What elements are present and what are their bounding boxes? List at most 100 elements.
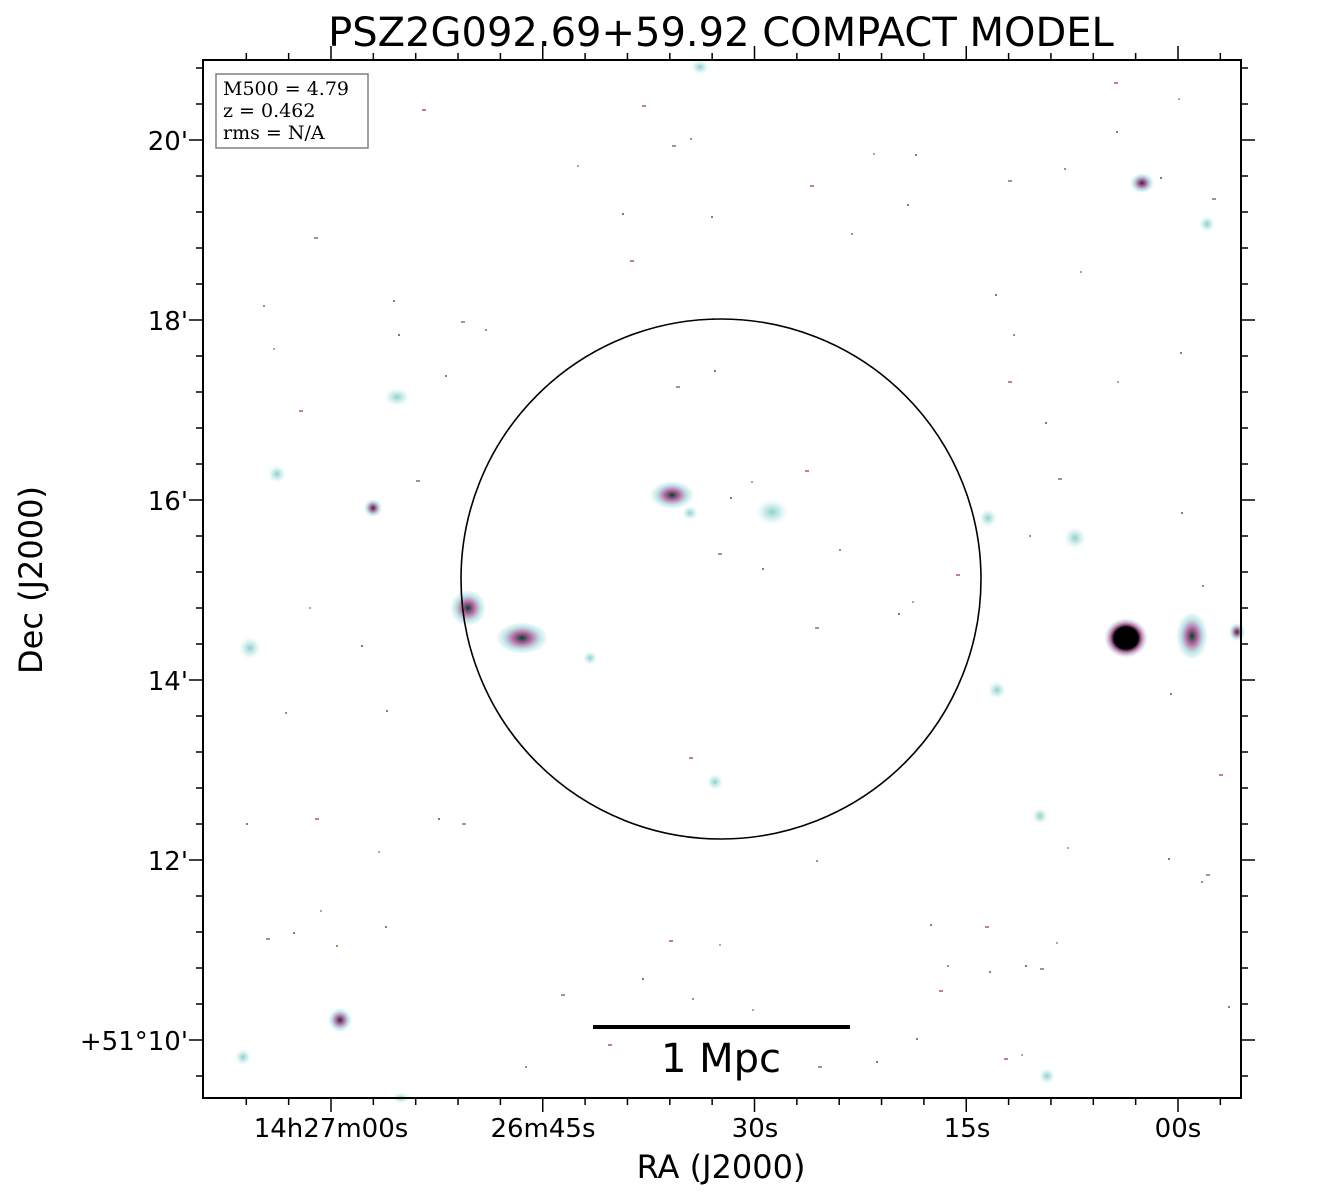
noise-pixel [263, 305, 265, 307]
faint-source [978, 508, 998, 528]
noise-pixel [525, 1066, 527, 1068]
noise-pixel [1004, 1058, 1008, 1060]
noise-pixel [1029, 535, 1031, 537]
image-panel: 1 Mpc M500 = 4.79 z = 0.462 rms = N/A [202, 59, 1245, 1104]
noise-pixel [818, 1066, 822, 1068]
faint-source [754, 498, 790, 526]
noise-pixel [393, 300, 395, 302]
noise-pixel [989, 971, 991, 973]
noise-pixel [293, 932, 295, 934]
noise-pixel [939, 990, 943, 992]
plot-frame [202, 59, 1242, 1099]
noise-pixel [718, 553, 722, 555]
noise-pixel [1080, 271, 1082, 273]
noise-pixel [485, 329, 487, 331]
noise-pixel [947, 965, 949, 967]
noise-pixel [669, 940, 673, 942]
noise-pixel [762, 568, 764, 570]
noise-pixel [810, 185, 814, 187]
faint-source [1038, 1067, 1056, 1085]
noise-pixel [561, 994, 565, 996]
sources-layer [234, 59, 1245, 1104]
noise-pixel [1040, 968, 1044, 970]
noise-pixel [719, 944, 721, 946]
noise-pixel [711, 216, 713, 218]
noise-pixel [378, 851, 380, 853]
noise-pixel [1064, 168, 1066, 170]
noise-pixel [336, 945, 338, 947]
noise-pixel [714, 370, 716, 372]
noise-pixel [1045, 422, 1047, 424]
faint-source [1198, 215, 1216, 233]
noise-pixel [361, 645, 363, 647]
noise-pixel [1170, 693, 1172, 695]
noise-pixel [577, 165, 579, 167]
r500-circle [460, 318, 982, 840]
y-tick-label: 18' [148, 307, 188, 337]
noise-pixel [1117, 381, 1119, 383]
noise-pixel [1056, 942, 1058, 944]
noise-pixel [314, 237, 318, 239]
noise-pixel [1013, 334, 1015, 336]
compact-source [496, 622, 548, 654]
noise-pixel [689, 757, 693, 759]
info-mass: M500 = 4.79 [223, 78, 349, 100]
noise-pixel [386, 710, 388, 712]
noise-pixel [1202, 585, 1204, 587]
noise-pixel [995, 294, 997, 296]
y-tick-label: 16' [148, 487, 188, 517]
noise-pixel [1201, 881, 1203, 883]
noise-pixel [873, 153, 875, 155]
noise-pixel [445, 375, 447, 377]
faint-source [681, 505, 699, 521]
noise-pixel [608, 1044, 612, 1046]
compact-source [1176, 612, 1208, 660]
noise-pixel [956, 574, 960, 576]
noise-pixel [1180, 352, 1182, 354]
noise-pixel [692, 998, 694, 1000]
noise-pixel [676, 386, 680, 388]
noise-pixel [285, 712, 287, 714]
noise-pixel [1219, 774, 1223, 776]
noise-pixel [851, 233, 853, 235]
compact-source [328, 1008, 352, 1032]
noise-pixels [246, 82, 1230, 1068]
noise-pixel [422, 109, 426, 111]
faint-source [690, 59, 710, 75]
faint-source [582, 650, 598, 666]
noise-pixel [642, 978, 644, 980]
faint-source [1063, 526, 1087, 550]
image-background [203, 60, 1241, 1098]
noise-pixel [1228, 1006, 1230, 1008]
noise-pixel [916, 1038, 918, 1040]
noise-pixel [815, 627, 819, 629]
noise-pixel [1021, 1054, 1023, 1056]
info-box-frame [215, 73, 369, 149]
noise-pixel [299, 410, 303, 412]
noise-pixel [898, 613, 900, 615]
noise-pixel [1116, 131, 1118, 133]
noise-pixel [876, 1061, 878, 1063]
noise-pixel [416, 480, 420, 482]
noise-pixel [1025, 965, 1027, 967]
x-tick-label: 14h27m00s [254, 1114, 409, 1144]
info-rms: rms = N/A [223, 122, 325, 144]
faint-source [267, 464, 287, 484]
noise-pixel [385, 926, 387, 928]
noise-pixel [690, 138, 692, 140]
noise-pixel [672, 145, 676, 147]
noise-pixel [461, 321, 465, 323]
noise-pixel [622, 213, 624, 215]
noise-pixel [1067, 847, 1069, 849]
compact-source [1229, 623, 1245, 641]
x-tick-label: 26m45s [490, 1114, 595, 1144]
compact-source [1130, 173, 1154, 193]
x-axis-label: RA (J2000) [637, 1148, 806, 1186]
noise-pixel [266, 938, 270, 940]
x-tick-label: 15s [944, 1114, 991, 1144]
noise-pixel [398, 334, 400, 336]
noise-pixel [309, 607, 311, 609]
scale-bar-label: 1 Mpc [661, 1036, 781, 1082]
x-tick-label: 00s [1155, 1114, 1202, 1144]
